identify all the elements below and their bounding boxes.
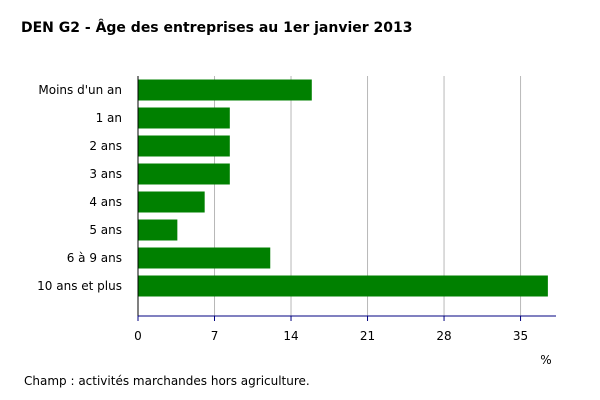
y-category-label-6: 6 à 9 ans bbox=[67, 251, 122, 265]
y-category-label-0: Moins d'un an bbox=[38, 83, 122, 97]
x-tick-label-7: 7 bbox=[211, 329, 219, 343]
bar-6 bbox=[138, 247, 271, 269]
bar-4 bbox=[138, 191, 205, 213]
y-category-label-3: 3 ans bbox=[89, 167, 122, 181]
y-category-label-2: 2 ans bbox=[89, 139, 122, 153]
footnote: Champ : activités marchandes hors agricu… bbox=[24, 374, 310, 388]
x-axis-unit-label: % bbox=[540, 353, 551, 367]
bar-5 bbox=[138, 219, 178, 241]
chart-title: DEN G2 - Âge des entreprises au 1er janv… bbox=[21, 20, 413, 36]
bar-2 bbox=[138, 135, 230, 157]
x-tick-label-28: 28 bbox=[436, 329, 451, 343]
x-tick-label-14: 14 bbox=[283, 329, 298, 343]
x-tick-label-35: 35 bbox=[513, 329, 528, 343]
bar-7 bbox=[138, 275, 548, 297]
x-tick-label-0: 0 bbox=[134, 329, 142, 343]
x-tick-label-21: 21 bbox=[360, 329, 375, 343]
bar-3 bbox=[138, 163, 230, 185]
y-category-label-4: 4 ans bbox=[89, 195, 122, 209]
bar-0 bbox=[138, 79, 312, 101]
y-category-label-1: 1 an bbox=[96, 111, 122, 125]
y-category-label-5: 5 ans bbox=[89, 223, 122, 237]
y-category-label-7: 10 ans et plus bbox=[37, 279, 122, 293]
bar-1 bbox=[138, 107, 230, 129]
